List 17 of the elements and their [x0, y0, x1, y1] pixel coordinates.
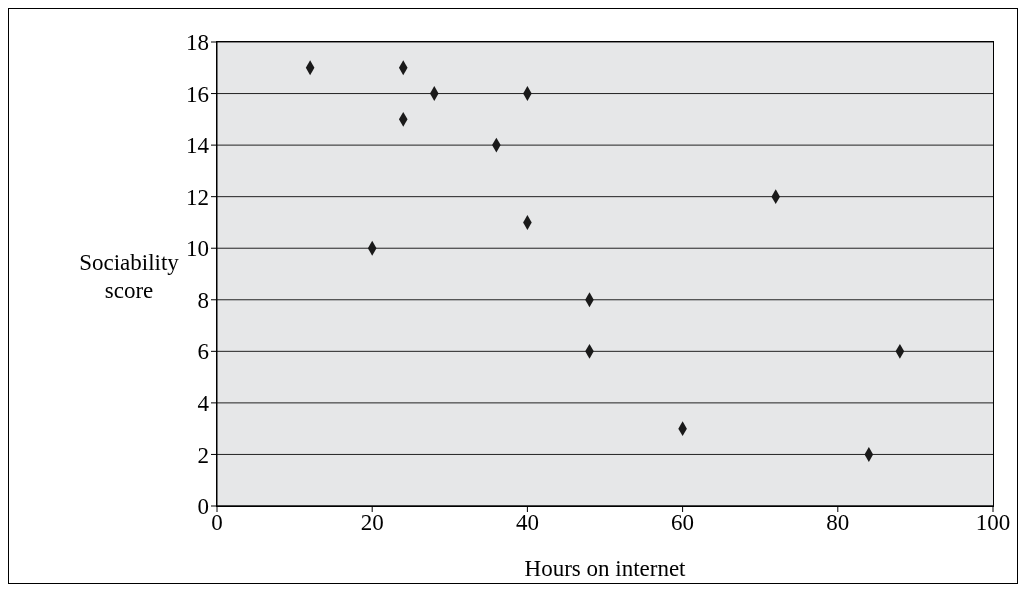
x-tick-label: 20 — [360, 510, 384, 536]
x-tick-label: 100 — [975, 510, 1011, 536]
y-tick-label: 0 — [197, 494, 209, 520]
x-axis-title: Hours on internet — [524, 556, 687, 581]
y-tick-label: 16 — [186, 81, 209, 107]
y-tick-label: 6 — [197, 339, 209, 365]
y-tick-label: 10 — [186, 236, 209, 262]
y-tick-label: 4 — [197, 391, 210, 417]
y-tick-label: 8 — [197, 287, 209, 313]
x-tick-label: 60 — [671, 510, 695, 536]
x-tick-label: 80 — [826, 510, 850, 536]
y-tick-label: 2 — [197, 442, 209, 468]
y-tick-label: 12 — [186, 184, 209, 210]
y-tick-label: 14 — [186, 133, 210, 159]
x-tick-label: 40 — [515, 510, 539, 536]
y-tick-label: 18 — [186, 30, 209, 56]
y-axis-title: Sociability score — [79, 250, 180, 303]
